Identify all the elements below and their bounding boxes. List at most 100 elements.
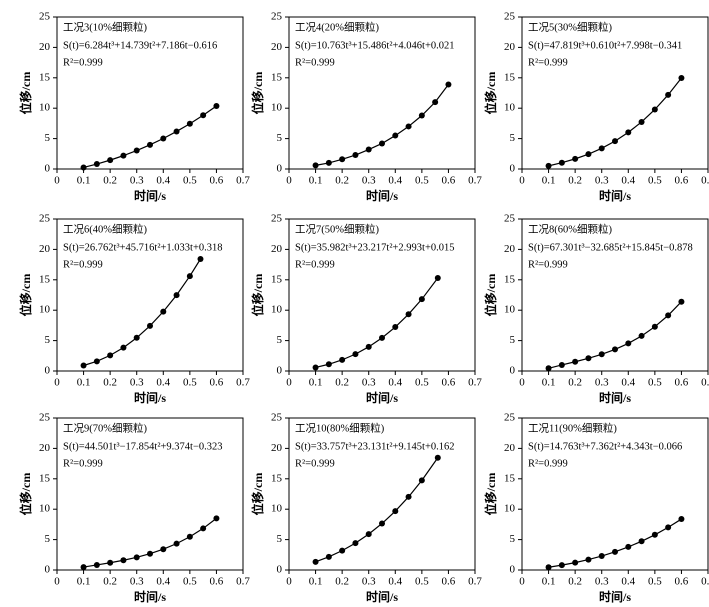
data-point [638, 538, 645, 545]
data-point [432, 99, 439, 106]
data-point [585, 151, 592, 158]
x-tick-label: 0.2 [568, 377, 582, 389]
fit-line [83, 258, 201, 367]
data-point [197, 256, 204, 263]
x-tick-label: 0.1 [77, 576, 91, 588]
x-tick-label: 0.7 [468, 175, 482, 187]
y-tick-label: 15 [504, 472, 516, 484]
x-tick-label: 0 [286, 377, 292, 389]
data-point [638, 118, 645, 125]
y-tick-label: 15 [39, 472, 51, 484]
y-tick-label: 20 [39, 442, 51, 454]
x-tick-label: 0.2 [335, 576, 349, 588]
y-tick-label: 25 [39, 412, 51, 424]
fit-line [548, 301, 682, 369]
data-point [665, 91, 672, 98]
y-tick-label: 0 [277, 564, 283, 576]
y-axis-label: 位移/cm [18, 72, 33, 115]
x-tick-label: 0.2 [103, 576, 117, 588]
data-point [545, 162, 552, 169]
x-tick-label: 0.6 [210, 576, 224, 588]
y-tick-label: 25 [504, 412, 516, 424]
panel-title: 工况11(90%细颗粒) [528, 421, 617, 434]
data-point [585, 355, 592, 362]
y-tick-label: 15 [39, 273, 51, 285]
x-tick-label: 0.1 [77, 377, 91, 389]
data-point [665, 312, 672, 319]
data-point [339, 547, 346, 554]
y-axis-label: 位移/cm [18, 473, 33, 516]
y-tick-label: 25 [504, 11, 516, 23]
data-point [325, 159, 332, 166]
data-point [379, 140, 385, 147]
x-tick-label: 0.7 [701, 576, 709, 588]
data-point [651, 531, 658, 538]
panel-title: 工况6(40%细颗粒) [63, 222, 147, 235]
fit-line [315, 84, 449, 166]
y-tick-label: 0 [277, 365, 283, 377]
x-tick-label: 0.6 [675, 377, 689, 389]
y-tick-label: 15 [271, 472, 283, 484]
x-tick-label: 0.3 [130, 576, 144, 588]
y-tick-label: 15 [39, 71, 51, 83]
x-tick-label: 0.1 [309, 175, 323, 187]
x-tick-label: 0.3 [130, 175, 144, 187]
y-tick-label: 15 [504, 71, 516, 83]
x-tick-label: 0.1 [309, 377, 323, 389]
data-point [638, 332, 645, 339]
x-tick-label: 0.2 [103, 175, 117, 187]
data-point [352, 152, 359, 159]
x-tick-label: 0.4 [156, 377, 170, 389]
y-tick-label: 5 [45, 334, 51, 346]
annotation: S(t)=35.982t³+23.217t²+2.993t+0.015 [295, 242, 454, 253]
data-point [365, 531, 372, 538]
data-point [625, 340, 632, 347]
data-point [392, 324, 399, 331]
data-point [120, 557, 127, 564]
x-tick-label: 0.7 [701, 175, 709, 187]
data-point [93, 161, 100, 168]
y-tick-label: 10 [39, 304, 51, 316]
x-tick-label: 0.2 [335, 175, 349, 187]
data-point [572, 358, 579, 365]
x-tick-label: 0.5 [415, 377, 429, 389]
y-tick-label: 5 [277, 533, 283, 545]
y-tick-label: 20 [39, 41, 51, 53]
x-tick-label: 0.6 [675, 576, 689, 588]
data-point [133, 147, 140, 154]
x-axis-label: 时间/s [599, 390, 631, 405]
plot-frame [521, 16, 709, 170]
panel-title: 工况3(10%细颗粒) [63, 20, 147, 33]
x-tick-label: 0 [286, 576, 292, 588]
panel-title: 工况7(50%细颗粒) [295, 222, 379, 235]
annotation: S(t)=14.763t³+7.362t²+4.343t−0.066 [528, 441, 682, 452]
y-tick-label: 25 [271, 11, 283, 23]
data-point [80, 362, 87, 369]
y-tick-label: 5 [45, 533, 51, 545]
y-tick-label: 20 [504, 41, 516, 53]
x-tick-label: 0.7 [468, 576, 482, 588]
y-axis-label: 位移/cm [18, 274, 33, 317]
data-point [558, 361, 565, 368]
data-point [445, 81, 452, 88]
data-point [107, 352, 114, 359]
annotation: R²=0.999 [295, 458, 335, 469]
y-tick-label: 25 [504, 213, 516, 225]
x-tick-label: 0.1 [542, 576, 556, 588]
data-point [405, 311, 412, 318]
data-point [213, 103, 220, 110]
x-tick-label: 0.5 [183, 175, 197, 187]
x-tick-label: 0.3 [362, 377, 376, 389]
data-point [107, 559, 114, 566]
x-tick-label: 0.3 [595, 377, 609, 389]
y-tick-label: 0 [45, 365, 51, 377]
data-point [651, 323, 658, 330]
y-tick-label: 0 [277, 163, 283, 175]
x-tick-label: 0.5 [183, 576, 197, 588]
x-tick-label: 0.6 [210, 175, 224, 187]
annotation: R²=0.999 [528, 458, 568, 469]
data-point [339, 356, 346, 363]
data-point [434, 275, 441, 282]
data-point [312, 364, 319, 371]
y-tick-label: 25 [39, 11, 51, 23]
